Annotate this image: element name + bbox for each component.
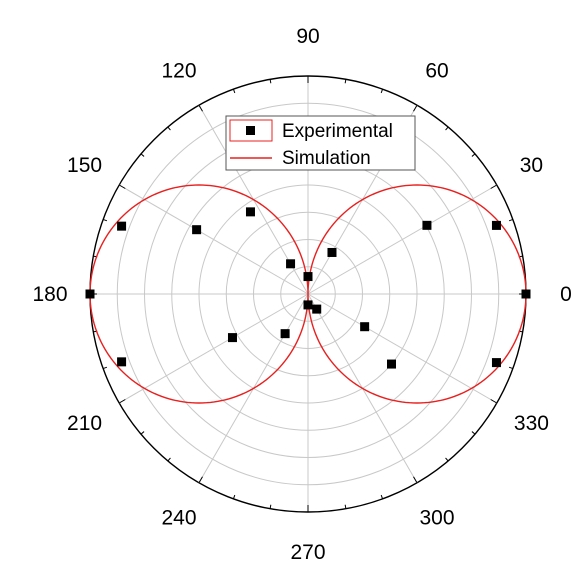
experimental-point [303,272,313,282]
angle-tick-label: 90 [296,25,319,48]
experimental-point [117,221,127,231]
experimental-point [491,358,501,368]
experimental-point [117,357,127,367]
ring-tick [380,494,384,500]
experimental-point [312,304,322,314]
angle-tick-label: 240 [161,506,196,529]
ring-tick [508,366,514,370]
experimental-points-layer [85,207,531,369]
ring-tick [380,88,384,94]
experimental-point [521,289,531,299]
experimental-point [280,329,290,339]
ring-tick [471,431,476,435]
experimental-point [491,220,501,230]
ring-tick [140,153,145,157]
angle-tick-label: 0 [560,283,572,306]
angle-tick-label: 210 [67,412,102,435]
legend-simulation-label: Simulation [282,148,371,169]
ring-tick [490,184,498,189]
ring-tick [118,399,126,404]
experimental-point [303,300,313,310]
ring-tick [140,431,145,435]
angle-labels: 0 30 60 90 120 150 180 210 240 270 300 330 [32,25,571,564]
ring-tick [413,104,418,112]
experimental-point [227,333,237,343]
ring-tick [167,126,171,131]
experimental-point [85,289,95,299]
ring-tick [445,457,449,462]
experimental-point [192,225,202,235]
ring-tick [508,218,514,222]
ring-tick [344,504,347,509]
angle-tick-label: 30 [520,154,543,177]
ring-tick [269,79,272,84]
angle-tick-label: 330 [514,412,549,435]
experimental-point [387,359,396,369]
experimental-point [286,259,296,269]
experimental-point [422,220,432,230]
angle-tick-label: 120 [161,60,196,83]
angular-gridline [307,184,498,295]
angle-tick-label: 150 [67,154,102,177]
ring-tick [445,126,449,131]
ring-tick [413,476,418,484]
angle-tick-label: 180 [32,283,67,306]
ring-tick [232,88,236,94]
ring-tick [344,79,347,84]
angle-tick-label: 60 [425,60,448,83]
ring-tick [102,366,108,370]
ring-tick [269,504,272,509]
angular-gridline [307,293,498,404]
angle-tick-label: 270 [290,541,325,564]
experimental-point [360,322,370,332]
ring-tick [167,457,171,462]
legend-box [225,115,416,171]
legend-experimental-label: Experimental [282,121,393,142]
experimental-point [327,247,337,257]
ring-tick [471,153,476,157]
legend: Experimental Simulation [225,115,416,171]
experimental-point [245,207,255,217]
ring-tick [232,494,236,500]
ring-tick [198,476,203,484]
legend-experimental-marker-frame [229,119,273,142]
ring-tick [102,218,108,222]
ring-tick [118,184,126,189]
legend-experimental-marker [246,126,255,135]
angular-gridline [118,184,309,295]
angle-tick-label: 300 [419,506,454,529]
ring-tick [198,104,203,112]
ring-tick [490,399,498,404]
angular-gridline [118,293,309,404]
